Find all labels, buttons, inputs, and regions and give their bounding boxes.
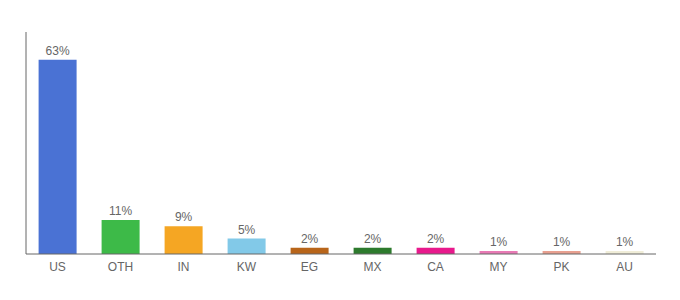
svg-text:KW: KW — [237, 260, 257, 274]
svg-text:EG: EG — [301, 260, 318, 274]
svg-text:CA: CA — [427, 260, 444, 274]
svg-text:AU: AU — [616, 260, 633, 274]
svg-text:11%: 11% — [109, 204, 132, 218]
svg-text:2%: 2% — [301, 232, 319, 246]
svg-text:OTH: OTH — [108, 260, 133, 274]
svg-text:1%: 1% — [490, 235, 508, 249]
svg-text:2%: 2% — [364, 232, 382, 246]
svg-text:PK: PK — [553, 260, 569, 274]
svg-text:5%: 5% — [238, 223, 256, 237]
svg-text:1%: 1% — [616, 235, 634, 249]
svg-text:US: US — [49, 260, 66, 274]
svg-text:63%: 63% — [46, 44, 70, 58]
svg-text:2%: 2% — [427, 232, 445, 246]
svg-text:MX: MX — [364, 260, 382, 274]
svg-text:1%: 1% — [553, 235, 571, 249]
svg-text:IN: IN — [178, 260, 190, 274]
svg-text:9%: 9% — [175, 210, 193, 224]
svg-text:MY: MY — [490, 260, 508, 274]
